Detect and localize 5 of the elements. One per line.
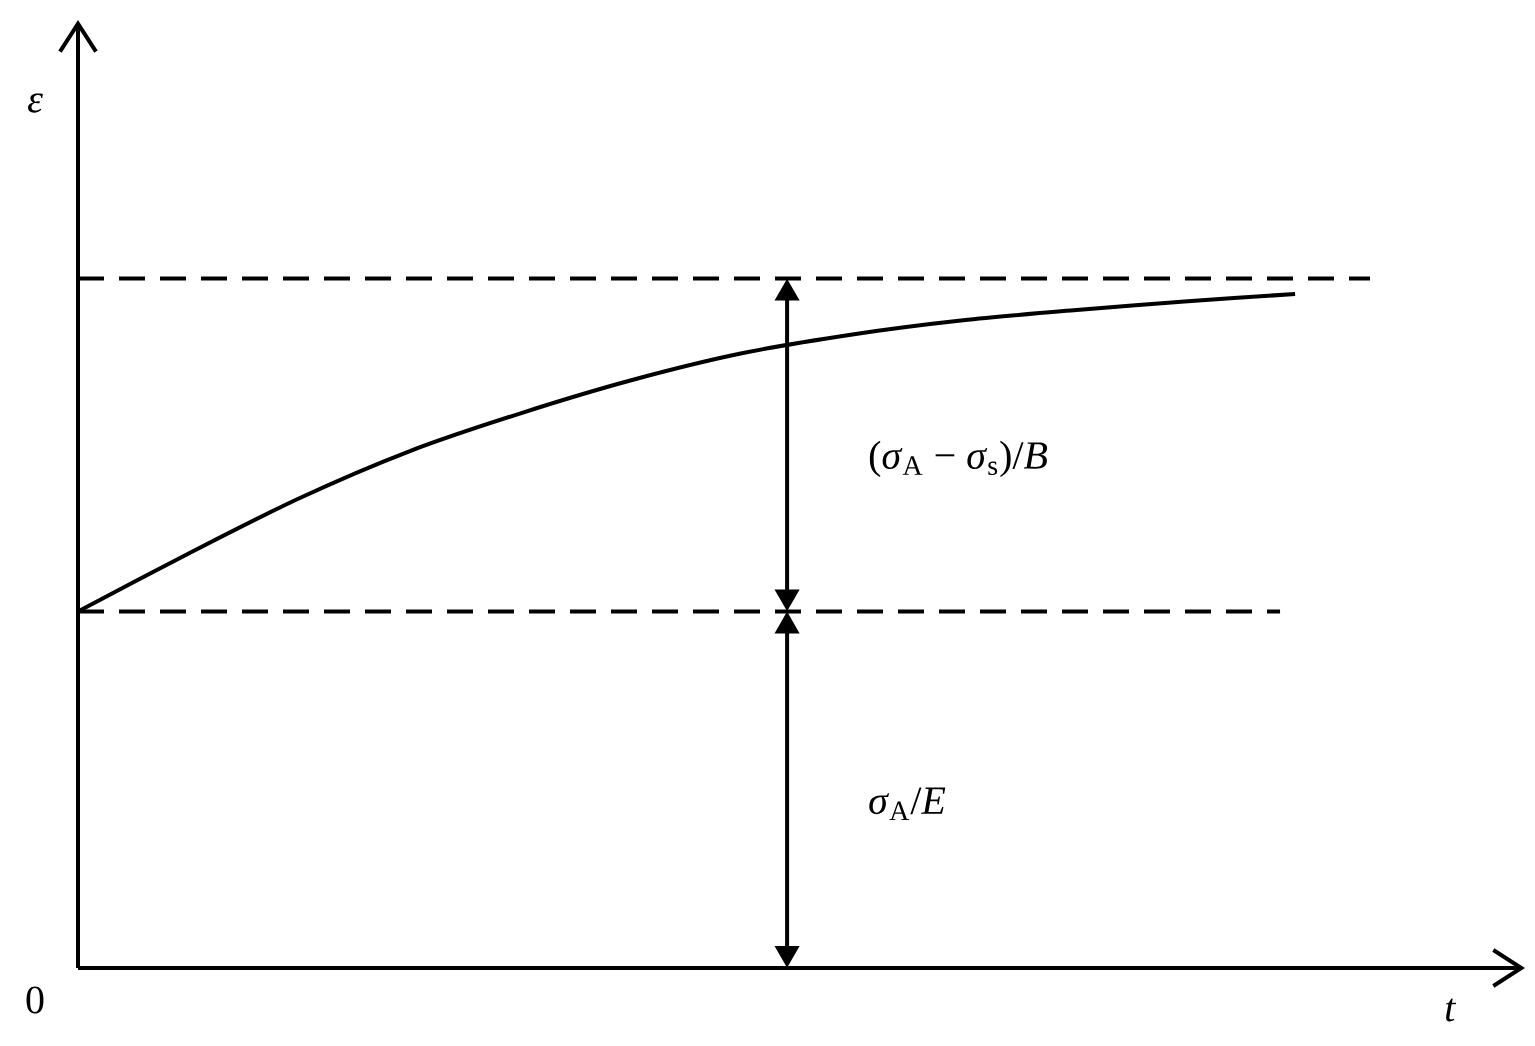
annotation: σ$_{A}$/E [869, 787, 946, 820]
annotation: (σ$_{A}$ − σ$_{s}$)/B [869, 440, 1048, 478]
x-axis-title: t [1445, 998, 1457, 1022]
y-axis-title: ε [28, 93, 43, 113]
text: 0 [26, 986, 44, 1014]
